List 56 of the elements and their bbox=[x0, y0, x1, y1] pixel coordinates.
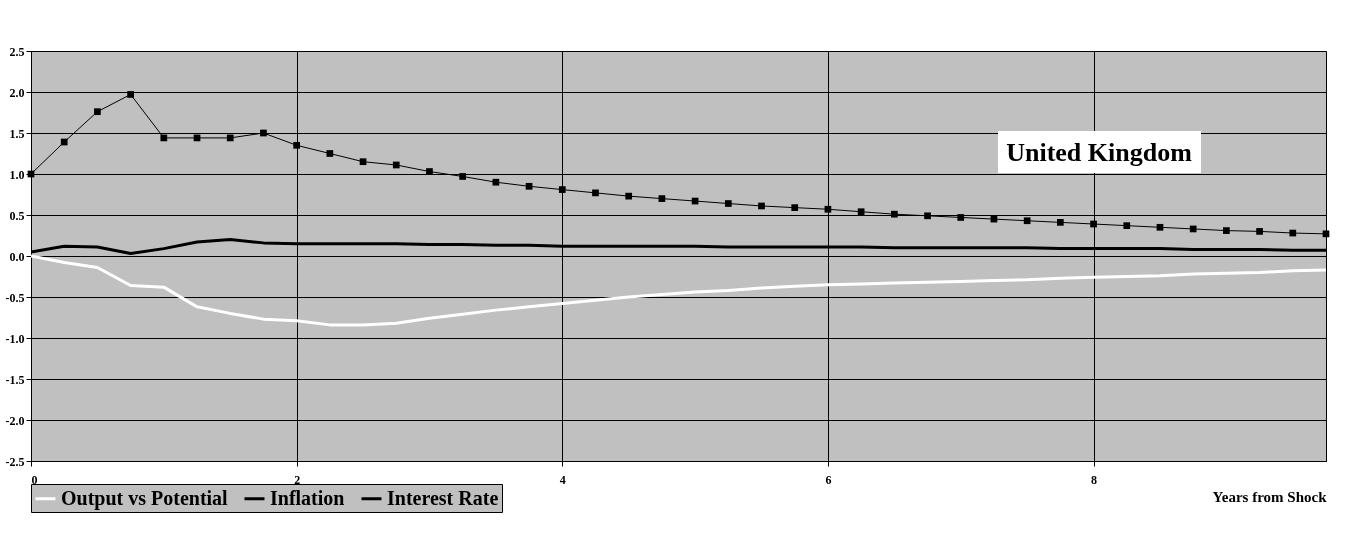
x-tick-label: 4 bbox=[559, 472, 566, 487]
point bbox=[890, 210, 898, 218]
point bbox=[60, 138, 68, 146]
point bbox=[293, 141, 300, 149]
point bbox=[392, 161, 400, 169]
y-tick-label: 0.5 bbox=[9, 208, 25, 223]
y-tick-label: 0.0 bbox=[9, 249, 25, 264]
point bbox=[558, 186, 566, 193]
point bbox=[326, 150, 334, 157]
point bbox=[160, 134, 168, 142]
y-tick-label: 2.5 bbox=[9, 44, 25, 59]
point bbox=[1123, 222, 1131, 230]
point bbox=[1289, 229, 1297, 237]
y-tick-label: -2.5 bbox=[5, 454, 25, 469]
x-tick-label: 8 bbox=[1091, 472, 1098, 487]
y-tick-label: 1.0 bbox=[9, 167, 25, 182]
y-tick-label: 2.0 bbox=[9, 85, 25, 100]
point bbox=[94, 108, 101, 116]
y-tick-label: -1.5 bbox=[5, 372, 25, 387]
point bbox=[459, 173, 467, 180]
point bbox=[957, 214, 965, 221]
point bbox=[1156, 223, 1164, 231]
y-tick-label: -1.0 bbox=[5, 331, 25, 346]
point bbox=[359, 158, 367, 166]
point bbox=[658, 195, 666, 202]
point bbox=[724, 200, 732, 207]
point bbox=[924, 212, 931, 220]
x-axis-title: Years from Shock bbox=[1212, 488, 1328, 505]
point bbox=[1090, 220, 1097, 228]
y-tick-label: -0.5 bbox=[5, 290, 25, 305]
point bbox=[226, 134, 234, 142]
point bbox=[857, 208, 865, 216]
legend-label: Output vs Potential bbox=[61, 486, 229, 510]
point bbox=[260, 129, 267, 137]
point bbox=[758, 202, 765, 210]
x-tick-label: 2 bbox=[294, 472, 301, 487]
point bbox=[1189, 225, 1197, 233]
y-tick-label: -2.0 bbox=[5, 413, 25, 428]
point bbox=[127, 91, 134, 98]
point bbox=[592, 189, 599, 197]
point bbox=[1023, 217, 1031, 225]
y-tick-label: 1.5 bbox=[9, 126, 25, 141]
point bbox=[791, 204, 799, 211]
point bbox=[492, 178, 500, 186]
point bbox=[525, 182, 533, 190]
point bbox=[824, 205, 832, 213]
point bbox=[426, 168, 433, 175]
legend-label: Inflation bbox=[270, 486, 345, 509]
point bbox=[1256, 228, 1263, 235]
x-tick-label: 6 bbox=[825, 472, 832, 487]
x-tick-label: 0 bbox=[31, 472, 38, 487]
point bbox=[1223, 227, 1230, 234]
legend-label: Interest Rate bbox=[387, 486, 499, 509]
point bbox=[625, 192, 633, 200]
point bbox=[1057, 219, 1064, 226]
annotation: United Kingdom bbox=[1006, 138, 1193, 167]
